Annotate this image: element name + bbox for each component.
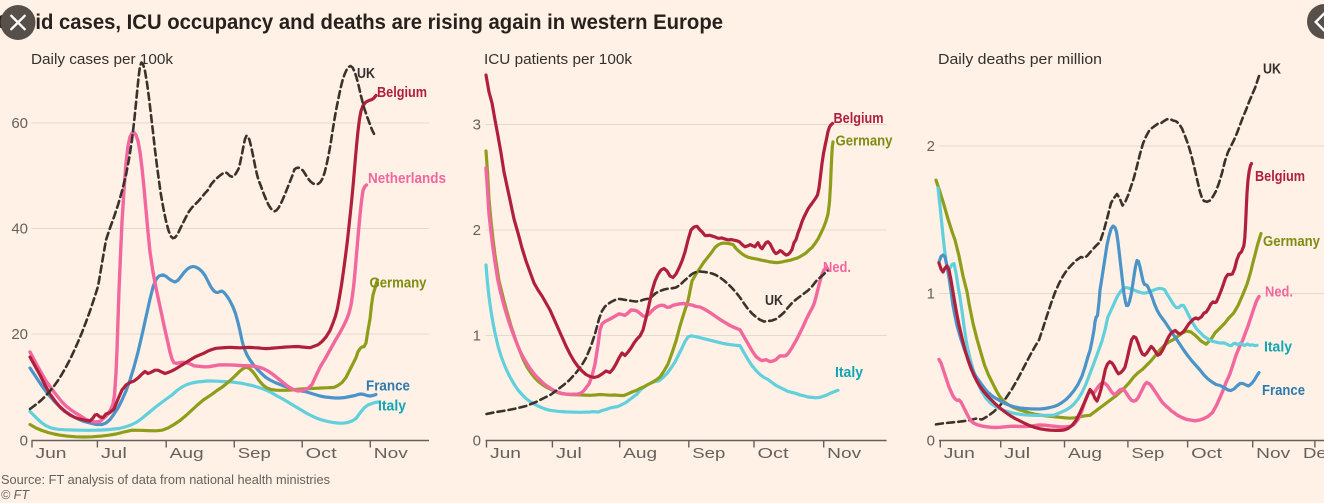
svg-text:Nov: Nov: [1256, 445, 1291, 462]
svg-text:Jun: Jun: [490, 445, 521, 462]
svg-text:40: 40: [11, 221, 28, 238]
svg-text:Aug: Aug: [1068, 445, 1102, 462]
svg-text:2: 2: [927, 138, 935, 155]
svg-text:Daily cases per 100k: Daily cases per 100k: [31, 51, 173, 68]
svg-text:Aug: Aug: [623, 445, 657, 462]
svg-text:Nov: Nov: [827, 445, 862, 462]
svg-text:0: 0: [20, 433, 28, 450]
svg-text:Nov: Nov: [374, 445, 409, 462]
svg-text:Italy: Italy: [1264, 340, 1292, 356]
svg-text:1: 1: [473, 328, 481, 345]
svg-text:Sep: Sep: [1131, 445, 1164, 462]
svg-text:© FT: © FT: [1, 488, 30, 502]
svg-text:0: 0: [927, 433, 935, 450]
svg-text:Oct: Oct: [1191, 445, 1223, 462]
svg-text:20: 20: [11, 326, 28, 343]
svg-text:UK: UK: [357, 66, 375, 82]
svg-text:UK: UK: [765, 293, 783, 309]
svg-text:Italy: Italy: [835, 365, 863, 381]
svg-text:Jun: Jun: [944, 445, 975, 462]
svg-text:Jun: Jun: [36, 445, 67, 462]
svg-text:France: France: [1262, 383, 1305, 399]
svg-text:0: 0: [473, 433, 481, 450]
svg-text:Source: FT analysis of data fr: Source: FT analysis of data from nationa…: [1, 472, 330, 487]
svg-text:60: 60: [11, 115, 28, 132]
svg-text:Jul: Jul: [556, 445, 582, 462]
svg-text:France: France: [366, 379, 410, 395]
svg-text:Covid cases, ICU occupancy and: Covid cases, ICU occupancy and deaths ar…: [0, 10, 723, 34]
svg-text:Oct: Oct: [758, 445, 790, 462]
svg-text:Netherlands: Netherlands: [368, 171, 446, 187]
svg-text:Dec: Dec: [1303, 445, 1324, 462]
svg-text:Ned.: Ned.: [1265, 285, 1293, 301]
svg-text:Belgium: Belgium: [834, 111, 884, 127]
svg-text:Daily deaths per million: Daily deaths per million: [938, 51, 1102, 68]
svg-text:Sep: Sep: [692, 445, 725, 462]
svg-text:Ned.: Ned.: [823, 260, 851, 276]
svg-text:ICU patients per 100k: ICU patients per 100k: [484, 51, 632, 68]
svg-text:Sep: Sep: [238, 445, 271, 462]
svg-text:Germany: Germany: [370, 276, 427, 292]
svg-text:Belgium: Belgium: [1255, 169, 1305, 185]
svg-text:Aug: Aug: [170, 445, 204, 462]
svg-text:UK: UK: [1263, 62, 1281, 78]
svg-text:3: 3: [473, 117, 481, 134]
svg-text:Belgium: Belgium: [377, 85, 427, 101]
svg-text:Germany: Germany: [1263, 234, 1320, 250]
svg-text:Germany: Germany: [836, 134, 893, 150]
svg-text:Italy: Italy: [378, 399, 406, 415]
svg-text:1: 1: [927, 286, 935, 303]
svg-text:Oct: Oct: [306, 445, 338, 462]
svg-text:2: 2: [473, 222, 481, 239]
svg-text:Jul: Jul: [101, 445, 127, 462]
svg-text:Jul: Jul: [1004, 445, 1030, 462]
